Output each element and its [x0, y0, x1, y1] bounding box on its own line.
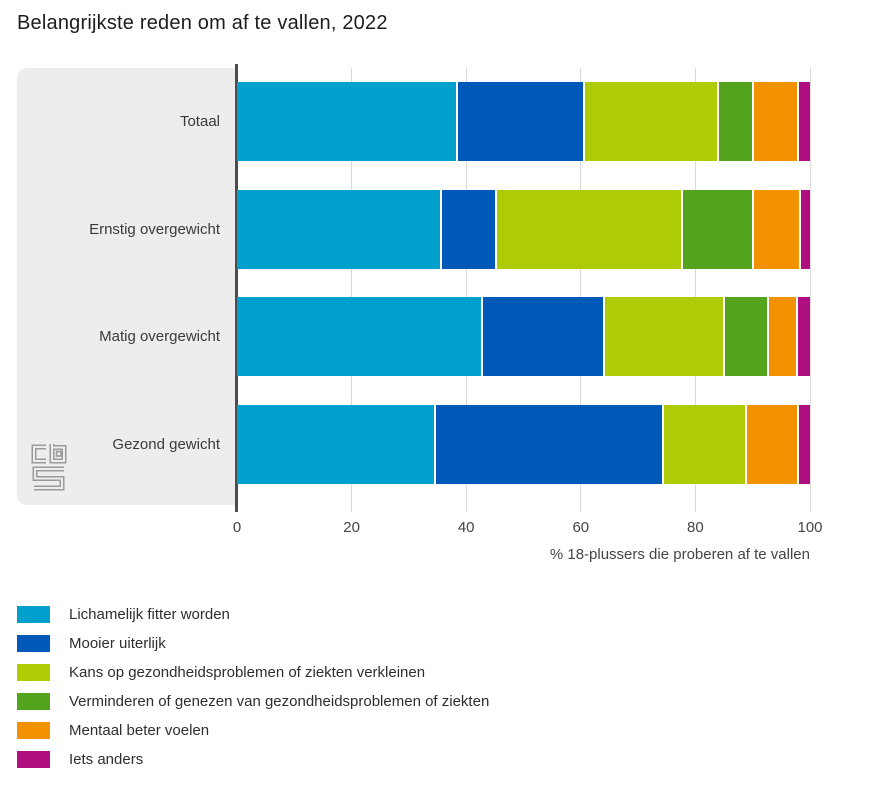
legend-label-iets-anders: Iets anders [69, 751, 144, 768]
legend-item-iets-anders: Iets anders [17, 751, 489, 768]
plot-area [237, 68, 811, 512]
x-axis-label: % 18-plussers die proberen af te vallen [549, 546, 810, 563]
bar-segment-matig-overgewicht-iets-anders[interactable] [797, 297, 810, 376]
legend-item-kans-op-gezondheidsproblemen-of-ziekten-verkleinen: Kans op gezondheidsproblemen of ziekten … [17, 664, 489, 681]
legend-swatch-mooier-uiterlijk [17, 635, 50, 652]
bar-segment-matig-overgewicht-lichamelijk-fitter-worden[interactable] [237, 297, 483, 376]
category-label-gezond-gewicht: Gezond gewicht [112, 435, 220, 453]
category-label-panel [17, 68, 237, 505]
bar-segment-gezond-gewicht-kans-op-gezondheidsproblemen-of-ziekten-verkleinen[interactable] [664, 404, 747, 484]
bar-row-matig-overgewicht [237, 297, 810, 376]
bar-segment-ernstig-overgewicht-lichamelijk-fitter-worden[interactable] [237, 189, 443, 269]
bar-segment-ernstig-overgewicht-iets-anders[interactable] [801, 189, 810, 269]
x-tick-label-100: 100 [797, 519, 823, 536]
legend-item-mentaal-beter-voelen: Mentaal beter voelen [17, 722, 489, 739]
legend-swatch-verminderen-of-genezen-van-gezondheidsproblemen-of-ziekten [17, 693, 50, 710]
bar-segment-totaal-verminderen-of-genezen-van-gezondheidsproblemen-of-ziekten[interactable] [718, 82, 755, 161]
bar-segment-ernstig-overgewicht-mooier-uiterlijk[interactable] [442, 189, 498, 269]
bar-segment-gezond-gewicht-iets-anders[interactable] [798, 404, 810, 484]
bar-segment-matig-overgewicht-mentaal-beter-voelen[interactable] [769, 297, 798, 376]
bar-segment-totaal-iets-anders[interactable] [799, 82, 810, 161]
bar-segment-totaal-kans-op-gezondheidsproblemen-of-ziekten-verkleinen[interactable] [585, 82, 719, 161]
legend-label-mooier-uiterlijk: Mooier uiterlijk [69, 635, 166, 652]
x-tick-label-60: 60 [572, 519, 590, 536]
category-label-totaal: Totaal [179, 113, 220, 130]
legend-item-verminderen-of-genezen-van-gezondheidsproblemen-of-ziekten: Verminderen of genezen van gezondheidspr… [17, 693, 489, 710]
gridline-40 [465, 68, 467, 512]
bar-segment-totaal-mooier-uiterlijk[interactable] [458, 82, 586, 161]
gridline-20 [351, 68, 353, 512]
bar-segment-matig-overgewicht-kans-op-gezondheidsproblemen-of-ziekten-verkleinen[interactable] [604, 297, 726, 376]
bar-segment-gezond-gewicht-lichamelijk-fitter-worden[interactable] [237, 404, 436, 484]
bar-segment-ernstig-overgewicht-kans-op-gezondheidsproblemen-of-ziekten-verkleinen[interactable] [497, 189, 684, 269]
category-label-ernstig-overgewicht: Ernstig overgewicht [89, 220, 220, 238]
bar-segment-matig-overgewicht-verminderen-of-genezen-van-gezondheidsproblemen-of-ziekten[interactable] [725, 297, 770, 376]
cbs-logo [31, 444, 67, 491]
legend-swatch-kans-op-gezondheidsproblemen-of-ziekten-verkleinen [17, 664, 50, 681]
y-axis-line [235, 64, 238, 512]
legend-label-verminderen-of-genezen-van-gezondheidsproblemen-of-ziekten: Verminderen of genezen van gezondheidspr… [69, 693, 490, 710]
x-tick-label-0: 0 [232, 519, 242, 536]
legend-label-kans-op-gezondheidsproblemen-of-ziekten-verkleinen: Kans op gezondheidsproblemen of ziekten … [69, 664, 426, 681]
legend-swatch-iets-anders [17, 751, 50, 768]
legend-label-lichamelijk-fitter-worden: Lichamelijk fitter worden [69, 606, 230, 623]
bar-segment-ernstig-overgewicht-mentaal-beter-voelen[interactable] [754, 189, 802, 269]
gridline-80 [694, 68, 696, 512]
bar-row-gezond-gewicht [237, 404, 810, 484]
chart-title: Belangrijkste reden om af te vallen, 202… [17, 12, 388, 34]
bar-segment-totaal-lichamelijk-fitter-worden[interactable] [237, 82, 459, 161]
legend-item-mooier-uiterlijk: Mooier uiterlijk [17, 635, 489, 652]
gridline-60 [580, 68, 582, 512]
legend: Lichamelijk fitter worden Mooier uiterlij… [17, 606, 489, 780]
bar-segment-ernstig-overgewicht-verminderen-of-genezen-van-gezondheidsproblemen-of-ziekten[interactable] [683, 189, 755, 269]
bar-segment-matig-overgewicht-mooier-uiterlijk[interactable] [482, 297, 605, 376]
category-label-matig-overgewicht: Matig overgewicht [99, 328, 220, 345]
legend-label-mentaal-beter-voelen: Mentaal beter voelen [69, 722, 210, 739]
bar-row-ernstig-overgewicht [237, 189, 810, 269]
bar-segment-gezond-gewicht-mooier-uiterlijk[interactable] [435, 404, 665, 484]
bar-segment-gezond-gewicht-mentaal-beter-voelen[interactable] [746, 404, 799, 484]
x-tick-label-80: 80 [687, 519, 704, 536]
x-tick-label-20: 20 [343, 519, 360, 536]
bar-segment-totaal-mentaal-beter-voelen[interactable] [754, 82, 800, 161]
x-tick-label-40: 40 [457, 519, 475, 536]
legend-swatch-mentaal-beter-voelen [17, 722, 50, 739]
legend-swatch-lichamelijk-fitter-worden [17, 606, 50, 623]
bar-row-totaal [237, 82, 810, 161]
gridline-100 [809, 68, 811, 512]
legend-item-lichamelijk-fitter-worden: Lichamelijk fitter worden [17, 606, 489, 623]
